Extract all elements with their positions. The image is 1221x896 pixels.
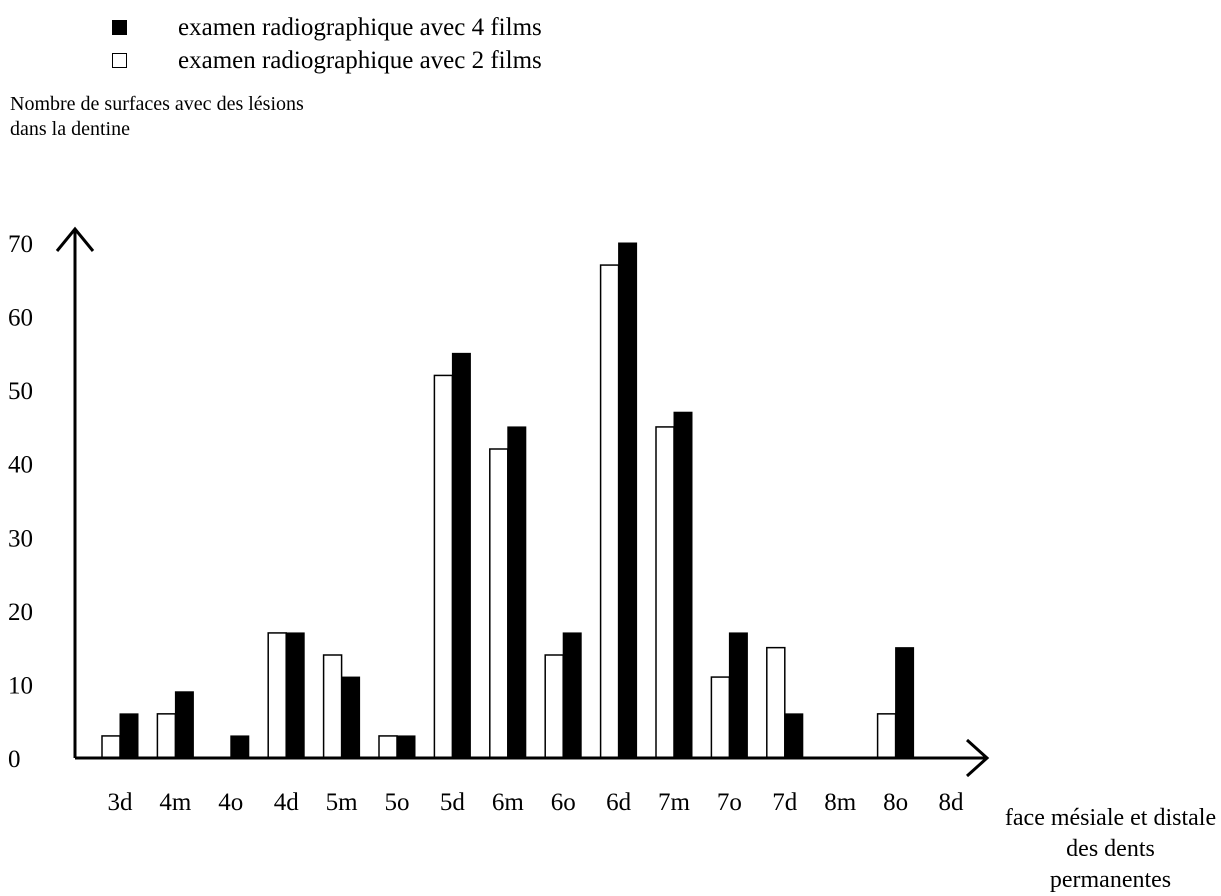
bar-2-films-7d xyxy=(766,646,786,759)
bar-4-films-5d xyxy=(451,352,471,759)
y-tick-label-0: 0 xyxy=(8,746,21,773)
y-tick-label-50: 50 xyxy=(8,378,33,405)
bar-4-films-7d xyxy=(784,713,804,759)
bar-2-films-4m xyxy=(156,713,177,759)
bar-4-films-7o xyxy=(728,632,748,759)
x-tick-label-8m: 8m xyxy=(824,789,857,816)
x-tick-label-8o: 8o xyxy=(883,789,908,816)
bar-4-films-4d xyxy=(285,632,305,759)
bar-4-films-7m xyxy=(673,411,693,759)
axes-group xyxy=(55,226,990,778)
y-tick-labels: 0 10 20 30 40 50 60 70 xyxy=(8,231,33,773)
legend-swatch-empty xyxy=(112,53,127,68)
x-tick-label-4d: 4d xyxy=(274,789,300,816)
bar-2-films-6o xyxy=(544,654,564,759)
x-tick-label-7d: 7d xyxy=(772,789,798,816)
y-tick-label-40: 40 xyxy=(8,452,33,479)
x-tick-label-8d: 8d xyxy=(939,789,965,816)
bar-4-films-4o xyxy=(230,735,250,759)
bar-2-films-7o xyxy=(710,676,731,759)
bar-2-films-6d xyxy=(599,264,620,759)
bars-group xyxy=(101,242,915,759)
bar-2-films-7m xyxy=(655,426,675,759)
legend-swatch-filled xyxy=(112,20,127,35)
y-axis-title: Nombre de surfaces avec des lésions dans… xyxy=(10,93,304,140)
y-axis-arrowhead xyxy=(55,226,95,252)
bar-2-films-3d xyxy=(101,735,121,759)
bar-4-films-3d xyxy=(119,713,139,759)
bar-2-films-4d xyxy=(267,632,287,759)
x-tick-labels: 3d 4m 4o 4d 5m 5o 5d 6m 6o 6d 7m 7o 7d 8m 8o 8d xyxy=(108,789,965,816)
y-tick-label-30: 30 xyxy=(8,525,33,552)
bar-2-films-5o xyxy=(378,735,398,759)
x-tick-label-3d: 3d xyxy=(108,789,134,816)
x-tick-label-7o: 7o xyxy=(717,789,742,816)
x-tick-label-5d: 5d xyxy=(440,789,466,816)
x-tick-label-6d: 6d xyxy=(606,789,632,816)
x-axis-title: face mésiale et distale des dents perman… xyxy=(1004,805,1217,893)
bar-4-films-6m xyxy=(507,426,527,759)
bar-2-films-5m xyxy=(322,654,343,759)
bar-4-films-4m xyxy=(174,691,194,759)
x-tick-label-7m: 7m xyxy=(658,789,691,816)
y-tick-label-60: 60 xyxy=(8,305,33,332)
bar-2-films-8o xyxy=(876,713,897,759)
legend-label-4-films: examen radiographique avec 4 films xyxy=(178,14,542,41)
bar-4-films-5m xyxy=(341,676,361,759)
bar-4-films-6d xyxy=(618,242,638,759)
y-tick-label-10: 10 xyxy=(8,672,33,699)
bar-4-films-5o xyxy=(396,735,416,759)
bar-2-films-6m xyxy=(489,448,509,759)
x-tick-label-6m: 6m xyxy=(492,789,525,816)
bar-2-films-5d xyxy=(433,374,454,759)
x-tick-label-4o: 4o xyxy=(218,789,243,816)
x-tick-label-4m: 4m xyxy=(159,789,192,816)
x-tick-label-5m: 5m xyxy=(326,789,359,816)
bar-4-films-8o xyxy=(895,647,915,759)
x-axis-arrowhead xyxy=(965,738,990,778)
x-tick-label-6o: 6o xyxy=(551,789,576,816)
legend-label-2-films: examen radiographique avec 2 films xyxy=(178,47,542,74)
x-tick-label-5o: 5o xyxy=(385,789,410,816)
y-tick-label-70: 70 xyxy=(8,231,33,258)
bar-4-films-6o xyxy=(562,632,582,759)
y-tick-label-20: 20 xyxy=(8,599,33,626)
